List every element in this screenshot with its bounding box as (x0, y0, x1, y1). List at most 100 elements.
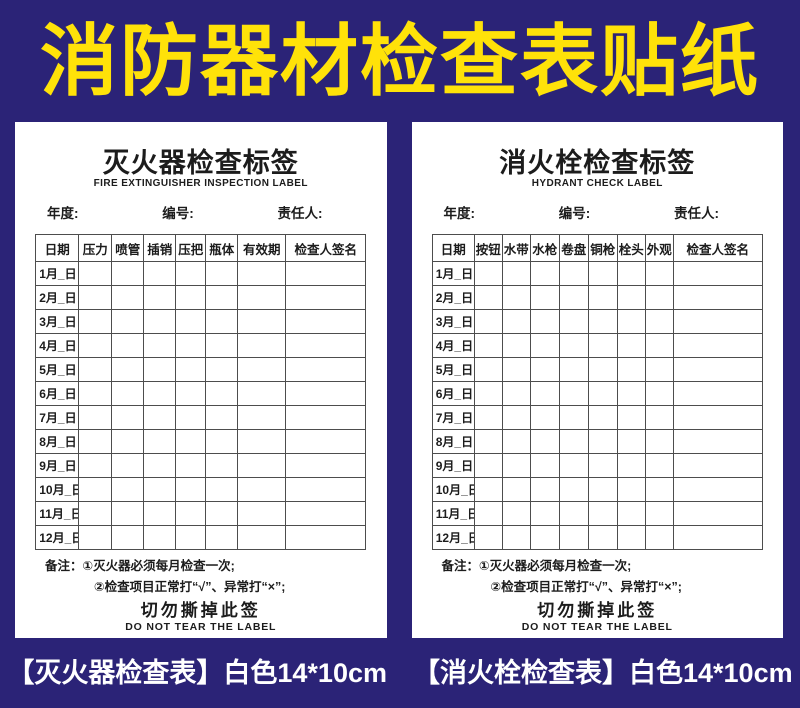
note-text-1: ①灭火器必须每月检查一次; (82, 559, 235, 573)
signature-cell (285, 333, 367, 358)
check-cell (205, 333, 239, 358)
signature-cell (672, 405, 763, 430)
check-cell (237, 381, 287, 406)
check-cell (143, 381, 177, 406)
month-cell: 9月_日 (35, 453, 80, 478)
card-subtitle: FIRE EXTINGUISHER INSPECTION LABEL (93, 178, 308, 189)
check-cell (473, 453, 503, 478)
table-row: 6月_日 (431, 381, 763, 406)
check-cell (501, 285, 531, 310)
check-cell (529, 381, 560, 406)
month-cell: 12月_日 (431, 525, 475, 550)
check-cell (205, 285, 239, 310)
table-row: 7月_日 (35, 405, 367, 430)
check-cell (616, 501, 646, 526)
month-cell: 11月_日 (431, 501, 475, 526)
signature-cell (672, 525, 763, 550)
col-date: 日期 (431, 234, 475, 262)
table-row: 3月_日 (431, 309, 763, 334)
check-cell (111, 309, 145, 334)
check-cell (558, 381, 589, 406)
check-cell (558, 405, 589, 430)
check-cell (78, 261, 113, 286)
check-cell (616, 285, 646, 310)
hydrant-sheet-spec: 【消火栓检查表】白色14*10cm (413, 657, 793, 688)
table-row: 4月_日 (35, 333, 367, 358)
check-cell (111, 477, 145, 502)
month-cell: 3月_日 (35, 309, 80, 334)
check-cell (237, 309, 287, 334)
check-cell (616, 405, 646, 430)
signature-cell (285, 357, 367, 382)
check-cell (111, 285, 145, 310)
hydrant-inspection-table: 日期 按钮 水带 水枪 卷盘 铜枪 栓头 外观 检查人签名 1月_日 (431, 234, 763, 550)
month-cell: 4月_日 (431, 333, 475, 358)
check-cell (78, 405, 113, 430)
check-cell (78, 477, 113, 502)
signature-cell (285, 429, 367, 454)
check-cell (175, 333, 207, 358)
check-cell (111, 501, 145, 526)
responsible-field-label: 责任人: (674, 206, 719, 221)
signature-cell (672, 309, 763, 334)
table-row: 7月_日 (431, 405, 763, 430)
signature-cell (672, 477, 763, 502)
check-cell (558, 477, 589, 502)
table-row: 1月_日 (35, 261, 367, 286)
check-cell (644, 477, 674, 502)
check-cell (78, 309, 113, 334)
check-cell (237, 261, 287, 286)
note-prefix: 备注： (45, 559, 83, 573)
page-title: 消防器材检查表贴纸 (39, 17, 760, 105)
notes-block: 备注：①灭火器必须每月检查一次; ②检查项目正常打“√”、异常打“×”; (442, 558, 784, 595)
table-header-row: 日期 按钮 水带 水枪 卷盘 铜枪 栓头 外观 检查人签名 (431, 234, 763, 262)
check-cell (529, 333, 560, 358)
check-cell (558, 333, 589, 358)
check-cell (473, 477, 503, 502)
check-cell (111, 405, 145, 430)
table-row: 10月_日 (431, 477, 763, 502)
check-cell (143, 357, 177, 382)
check-cell (501, 357, 531, 382)
month-cell: 1月_日 (35, 261, 80, 286)
fields-row: 年度: 编号: 责任人: (444, 206, 720, 222)
check-cell (237, 453, 287, 478)
do-not-tear-en: DO NOT TEAR THE LABEL (521, 621, 673, 633)
check-cell (175, 357, 207, 382)
check-cell (644, 429, 674, 454)
table-row: 12月_日 (431, 525, 763, 550)
signature-cell (672, 357, 763, 382)
check-cell (587, 453, 618, 478)
signature-cell (285, 501, 367, 526)
note-line-2: ②检查项目正常打“√”、异常打“×”; (94, 580, 286, 594)
table-row: 4月_日 (431, 333, 763, 358)
check-cell (175, 429, 207, 454)
check-cell (501, 477, 531, 502)
check-cell (558, 453, 589, 478)
check-cell (237, 525, 287, 550)
check-cell (473, 405, 503, 430)
check-cell (473, 501, 503, 526)
col-appearance: 外观 (644, 234, 674, 262)
check-cell (616, 429, 646, 454)
col-inspector-signature: 检查人签名 (672, 234, 763, 262)
check-cell (644, 525, 674, 550)
col-date: 日期 (35, 234, 80, 262)
note-text-1: ①灭火器必须每月检查一次; (479, 559, 632, 573)
card-title: 消火栓检查标签 (499, 148, 696, 178)
extinguisher-sheet-spec: 【灭火器检查表】白色14*10cm (7, 657, 387, 688)
check-cell (616, 261, 646, 286)
month-cell: 4月_日 (35, 333, 80, 358)
check-cell (587, 333, 618, 358)
check-cell (78, 429, 113, 454)
table-row: 2月_日 (35, 285, 367, 310)
check-cell (587, 501, 618, 526)
table-row: 11月_日 (431, 501, 763, 526)
check-cell (558, 285, 589, 310)
check-cell (111, 261, 145, 286)
col-reel: 卷盘 (558, 234, 589, 262)
check-cell (205, 261, 239, 286)
check-cell (587, 309, 618, 334)
month-cell: 10月_日 (431, 477, 475, 502)
